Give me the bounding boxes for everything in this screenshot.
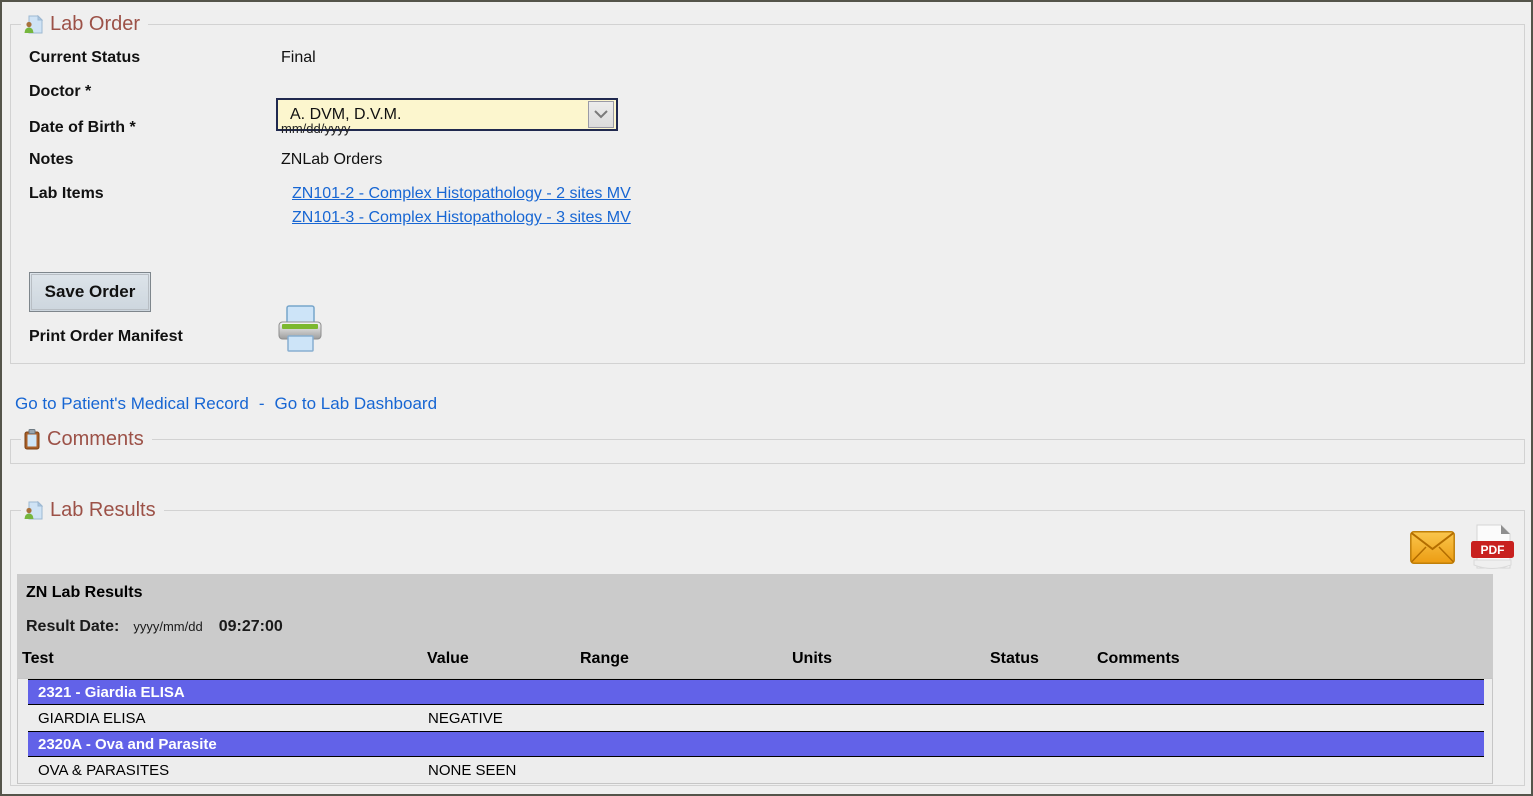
lab-item-link[interactable]: ZN101-3 - Complex Histopathology - 3 sit…	[292, 209, 631, 226]
lab-order-fieldset: Lab Order Current Status Final Doctor * …	[10, 11, 1525, 364]
go-to-lab-dashboard-link[interactable]: Go to Lab Dashboard	[274, 394, 438, 413]
panel-title: ZN Lab Results	[26, 584, 143, 601]
results-column-header: Test Value Range Units Status Comments	[17, 650, 1493, 668]
result-group-header: 2320A - Ova and Parasite	[28, 731, 1484, 757]
result-time-value: 09:27:00	[218, 618, 283, 635]
dob-value: mm/dd/yyyy	[281, 120, 351, 136]
email-envelope-icon[interactable]	[1410, 531, 1455, 564]
zn-lab-results-panel: ZN Lab Results Result Date: yyyy/mm/dd 0…	[17, 574, 1493, 678]
table-row: OVA & PARASITES NONE SEEN	[28, 757, 1484, 783]
column-comments: Comments	[1097, 650, 1180, 667]
table-row: GIARDIA ELISA NEGATIVE	[28, 705, 1484, 731]
cell-test: OVA & PARASITES	[38, 761, 170, 779]
column-value: Value	[427, 650, 469, 667]
lab-items-label: Lab Items	[29, 185, 104, 202]
result-date-row: Result Date: yyyy/mm/dd 09:27:00	[26, 618, 283, 636]
cell-value: NEGATIVE	[428, 709, 503, 727]
lab-item-link[interactable]: ZN101-2 - Complex Histopathology - 2 sit…	[292, 185, 631, 202]
svg-text:PDF: PDF	[1481, 543, 1505, 557]
comments-legend: Comments	[21, 426, 152, 452]
lab-order-legend: Lab Order	[21, 11, 149, 37]
go-to-medical-record-link[interactable]: Go to Patient's Medical Record	[15, 394, 249, 413]
doctor-label: Doctor *	[29, 83, 92, 100]
result-group-header: 2321 - Giardia ELISA	[28, 679, 1484, 705]
column-status: Status	[990, 650, 1039, 667]
pdf-file-icon[interactable]: PDF	[1469, 524, 1516, 570]
cell-value: NONE SEEN	[428, 761, 517, 779]
doctor-select[interactable]: A. DVM, D.V.M.	[276, 98, 618, 131]
column-test: Test	[22, 650, 54, 667]
comments-title: Comments	[47, 428, 144, 450]
lab-results-title: Lab Results	[50, 499, 156, 521]
print-order-manifest-label: Print Order Manifest	[29, 328, 183, 345]
clipboard-icon	[24, 428, 40, 450]
results-table: 2321 - Giardia ELISA GIARDIA ELISA NEGAT…	[17, 678, 1493, 784]
user-document-icon	[24, 14, 44, 34]
result-actions: PDF	[1410, 524, 1516, 570]
notes-value: ZNLab Orders	[281, 151, 383, 168]
notes-label: Notes	[29, 151, 74, 168]
column-range: Range	[580, 650, 629, 667]
current-status-label: Current Status	[29, 49, 141, 66]
result-date-label: Result Date:	[26, 618, 120, 635]
cell-test: GIARDIA ELISA	[38, 709, 146, 727]
comments-fieldset: Comments	[10, 426, 1525, 464]
nav-separator: -	[258, 394, 265, 413]
user-document-icon	[24, 500, 44, 520]
doctor-select-value: A. DVM, D.V.M.	[290, 105, 402, 123]
result-date-value: yyyy/mm/dd	[133, 619, 203, 634]
save-order-button[interactable]: Save Order	[29, 272, 151, 312]
chevron-down-icon[interactable]	[588, 101, 614, 128]
column-units: Units	[792, 650, 832, 667]
lab-results-legend: Lab Results	[21, 497, 164, 523]
lab-order-title: Lab Order	[50, 13, 141, 35]
nav-links: Go to Patient's Medical Record - Go to Lab…	[15, 394, 437, 414]
current-status-value: Final	[281, 49, 316, 66]
dob-label: Date of Birth *	[29, 119, 136, 136]
lab-results-fieldset: Lab Results	[10, 497, 1525, 786]
printer-icon[interactable]	[278, 305, 322, 355]
